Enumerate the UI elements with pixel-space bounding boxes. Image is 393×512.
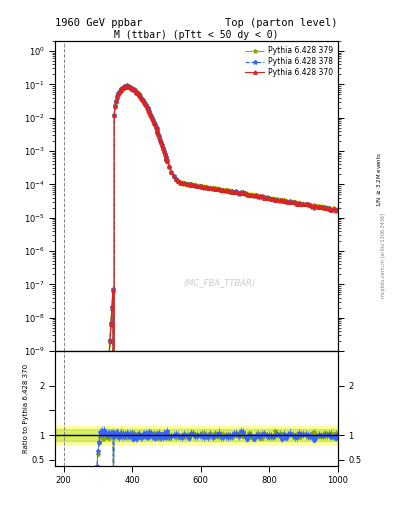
Pythia 6.428 370 (182, 180, 187, 186)
Pythia 6.428 370 (336, 206, 340, 212)
Text: (MC_FBA_TTBAR): (MC_FBA_TTBAR) (183, 279, 255, 287)
Legend: Pythia 6.428 379, Pythia 6.428 378, Pythia 6.428 370: Pythia 6.428 379, Pythia 6.428 378, Pyth… (244, 45, 334, 79)
Pythia 6.428 370 (310, 203, 314, 209)
Line: Pythia 6.428 378: Pythia 6.428 378 (53, 83, 340, 512)
Pythia 6.428 378 (182, 180, 187, 186)
Pythia 6.428 370 (232, 189, 237, 196)
Pythia 6.428 379 (232, 188, 237, 195)
Pythia 6.428 379 (310, 203, 314, 209)
Line: Pythia 6.428 370: Pythia 6.428 370 (53, 84, 340, 512)
Pythia 6.428 379 (182, 181, 187, 187)
Pythia 6.428 378 (310, 204, 314, 210)
Line: Pythia 6.428 379: Pythia 6.428 379 (53, 84, 340, 512)
Y-axis label: Ratio to Pythia 6.428 370: Ratio to Pythia 6.428 370 (23, 364, 29, 453)
Pythia 6.428 370 (286, 199, 290, 205)
Pythia 6.428 378 (232, 189, 237, 195)
Text: mcplots.cern.ch [arXiv:1306.3436]: mcplots.cern.ch [arXiv:1306.3436] (381, 214, 386, 298)
Pythia 6.428 379 (125, 83, 130, 90)
Pythia 6.428 379 (286, 199, 290, 205)
Pythia 6.428 378 (125, 82, 129, 89)
Title: M (ttbar) (pTtt < 50 dy < 0): M (ttbar) (pTtt < 50 dy < 0) (114, 30, 279, 40)
Pythia 6.428 378 (336, 206, 340, 212)
Pythia 6.428 378 (286, 199, 290, 205)
Pythia 6.428 379 (336, 206, 340, 212)
Text: Top (parton level): Top (parton level) (226, 18, 338, 28)
Text: 1/N $\geq$ 3.2M events: 1/N $\geq$ 3.2M events (375, 152, 383, 207)
Pythia 6.428 370 (125, 83, 129, 89)
Text: 1960 GeV ppbar: 1960 GeV ppbar (55, 18, 143, 28)
